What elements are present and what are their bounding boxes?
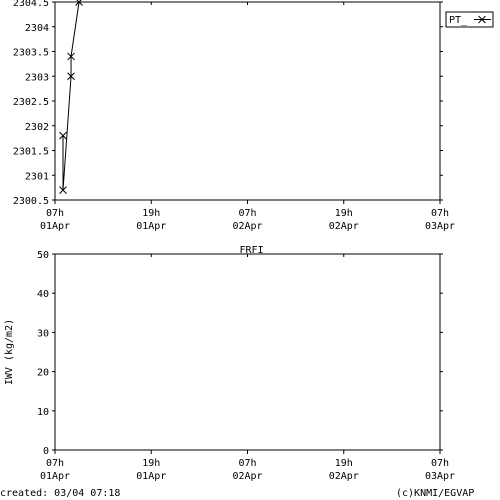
x-tick-label-date: 02Apr — [329, 471, 359, 482]
x-tick-label-hour: 19h — [335, 458, 353, 469]
y-tick-label: 2302 — [25, 122, 49, 133]
x-tick-label-hour: 07h — [46, 458, 64, 469]
y-tick-label: 10 — [37, 407, 49, 418]
x-tick-label-hour: 19h — [335, 208, 353, 219]
y-tick-label: 50 — [37, 250, 49, 261]
y-tick-label: 2301.5 — [13, 147, 49, 158]
x-tick-label-date: 02Apr — [232, 471, 262, 482]
x-tick-label-hour: 07h — [431, 208, 449, 219]
x-tick-label-date: 02Apr — [329, 221, 359, 232]
plot-frame-2 — [54, 253, 441, 451]
legend-marker-icon — [478, 15, 486, 24]
y-tick-label: 2301 — [25, 171, 49, 182]
plot-frame-1 — [54, 1, 441, 201]
y-tick-label: 30 — [37, 328, 49, 339]
series-line-PT_ — [62, 1, 80, 191]
x-tick-label-date: 01Apr — [40, 221, 70, 232]
x-tick-label-date: 03Apr — [425, 471, 455, 482]
x-tick-label-hour: 07h — [431, 458, 449, 469]
y-axis-label: IWV (kg/m2) — [4, 319, 15, 385]
x-tick-label-date: 01Apr — [136, 221, 166, 232]
created-timestamp: created: 03/04 07:18 — [0, 488, 121, 499]
legend-box — [445, 11, 494, 28]
credit-text: (c)KNMI/EGVAP — [396, 488, 475, 499]
x-tick-label-hour: 19h — [142, 208, 160, 219]
data-point-marker — [59, 131, 67, 140]
y-tick-label: 2304 — [25, 23, 49, 34]
legend-entry-label: PT_ — [449, 15, 468, 26]
y-tick-label: 2303 — [25, 72, 49, 83]
x-tick-label-date: 01Apr — [40, 471, 70, 482]
data-point-marker — [67, 52, 75, 61]
x-tick-label-date: 03Apr — [425, 221, 455, 232]
y-tick-label: 0 — [43, 446, 49, 457]
y-tick-label: 2304.5 — [13, 0, 49, 9]
data-point-marker — [75, 0, 83, 6]
x-tick-label-hour: 19h — [142, 458, 160, 469]
y-tick-label: 40 — [37, 289, 49, 300]
data-point-marker — [67, 72, 75, 81]
y-tick-label: 2302.5 — [13, 97, 49, 108]
y-tick-label: 2303.5 — [13, 48, 49, 59]
y-tick-label: 2300.5 — [13, 196, 49, 207]
x-tick-label-hour: 07h — [238, 458, 256, 469]
data-point-marker — [59, 186, 67, 194]
x-tick-label-hour: 07h — [46, 208, 64, 219]
y-tick-label: 20 — [37, 368, 49, 379]
chart-title: FRFI — [239, 245, 263, 256]
x-tick-label-hour: 07h — [238, 208, 256, 219]
x-tick-label-date: 01Apr — [136, 471, 166, 482]
x-tick-label-date: 02Apr — [232, 221, 262, 232]
